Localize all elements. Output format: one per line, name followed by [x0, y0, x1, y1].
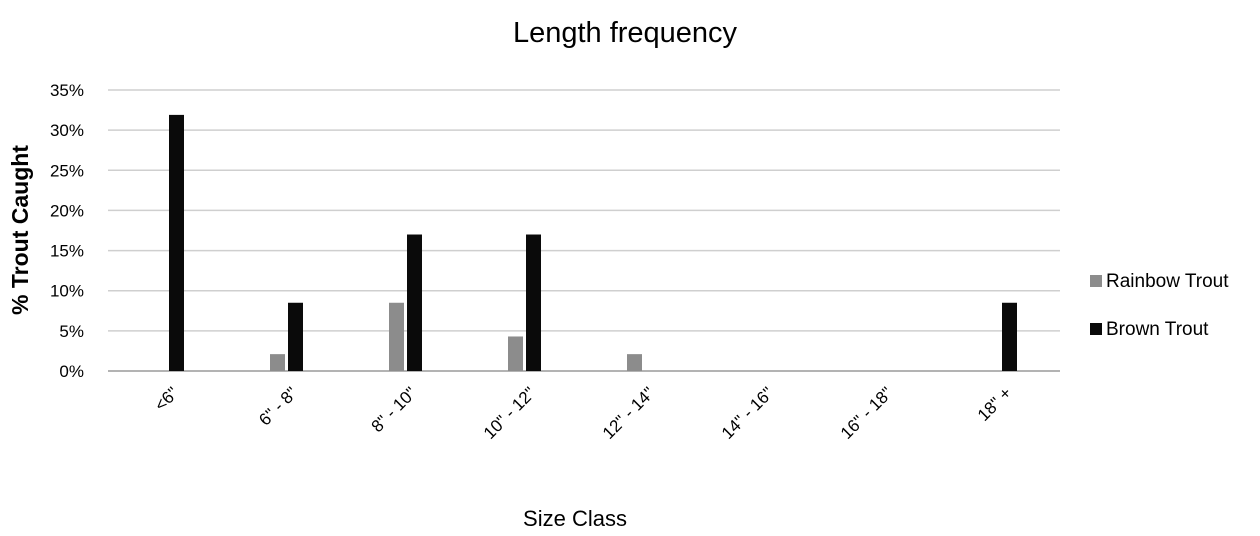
bar-brown-trout	[526, 234, 541, 371]
x-tick-label: 10" - 12"	[480, 383, 539, 442]
y-tick-label: 5%	[59, 322, 84, 341]
x-axis-title: Size Class	[523, 506, 627, 531]
bar-rainbow-trout	[508, 336, 523, 371]
y-tick-label: 35%	[50, 81, 84, 100]
y-tick-label: 20%	[50, 201, 84, 220]
x-tick-label: 18" +	[974, 383, 1015, 424]
x-tick-label: 8" - 10"	[368, 383, 421, 436]
y-tick-label: 0%	[59, 362, 84, 381]
chart-title: Length frequency	[513, 17, 738, 49]
bar-brown-trout	[169, 114, 184, 371]
legend-swatch	[1090, 275, 1102, 287]
legend-item-brown-trout: Brown Trout	[1090, 319, 1209, 340]
gridlines	[108, 89, 1060, 372]
x-axis-ticks: <6" 6" - 8" 8" - 10" 10" - 12" 12" - 14" 14" …	[151, 383, 1015, 442]
x-tick-label: <6"	[151, 383, 182, 414]
bar-brown-trout	[288, 302, 303, 371]
x-tick-label: 14" - 16"	[718, 383, 777, 442]
legend-item-rainbow-trout: Rainbow Trout	[1090, 271, 1229, 292]
bar-rainbow-trout	[270, 354, 285, 371]
y-axis-ticks: 0% 5% 10% 15% 20% 25% 30% 35%	[50, 81, 84, 381]
bar-brown-trout	[407, 234, 422, 371]
bar-rainbow-trout	[389, 302, 404, 371]
y-tick-label: 10%	[50, 282, 84, 301]
y-tick-label: 15%	[50, 242, 84, 261]
bar-brown-trout	[1002, 302, 1017, 371]
y-tick-label: 30%	[50, 121, 84, 140]
legend-label: Brown Trout	[1106, 319, 1209, 340]
y-axis-title: % Trout Caught	[7, 145, 33, 315]
legend-label: Rainbow Trout	[1106, 271, 1229, 292]
x-tick-label: 16" - 18"	[837, 383, 896, 442]
bars	[169, 114, 1017, 371]
bar-rainbow-trout	[627, 354, 642, 371]
x-tick-label: 12" - 14"	[599, 383, 658, 442]
legend-swatch	[1090, 323, 1102, 335]
legend: Rainbow Trout Brown Trout	[1090, 271, 1229, 340]
y-tick-label: 25%	[50, 161, 84, 180]
x-tick-label: 6" - 8"	[255, 383, 301, 429]
